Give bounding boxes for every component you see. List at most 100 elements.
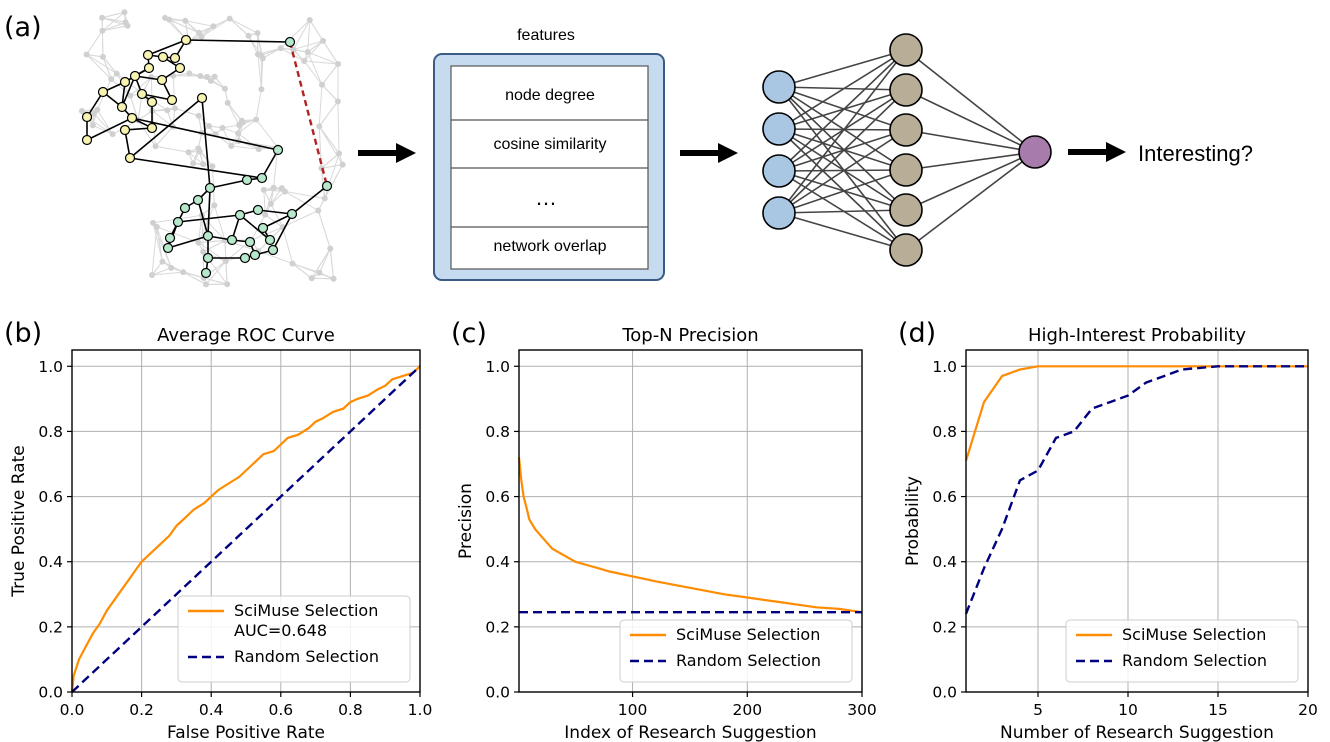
background-node bbox=[221, 85, 228, 92]
concept-node-green bbox=[164, 232, 176, 244]
x-tick-label: 100 bbox=[618, 701, 648, 719]
concept-node-yellow bbox=[156, 74, 168, 86]
concept-node-green bbox=[257, 222, 269, 234]
panel-letter: (c) bbox=[451, 318, 487, 349]
concept-node-green bbox=[202, 252, 214, 264]
background-node bbox=[185, 149, 192, 156]
nn-connection bbox=[905, 89, 1036, 153]
background-edge bbox=[86, 30, 103, 55]
background-edge bbox=[151, 271, 184, 276]
background-node bbox=[262, 211, 269, 218]
background-edge bbox=[188, 151, 204, 165]
y-tick-label: 0.8 bbox=[485, 423, 510, 441]
network-background-graph bbox=[78, 9, 346, 288]
y-tick-label: 0.8 bbox=[932, 423, 957, 441]
concept-node-green bbox=[179, 202, 191, 214]
concept-node-yellow bbox=[142, 49, 154, 61]
background-edge bbox=[322, 40, 339, 65]
network-edge bbox=[291, 185, 328, 215]
background-node bbox=[318, 81, 325, 88]
background-edge bbox=[318, 84, 323, 127]
background-edge bbox=[318, 248, 331, 273]
background-edge bbox=[137, 119, 156, 147]
concept-node-yellow bbox=[180, 34, 192, 46]
background-edge bbox=[263, 189, 285, 193]
background-edge bbox=[102, 21, 126, 32]
series-scimuse bbox=[517, 457, 863, 614]
chart-title: Average ROC Curve bbox=[157, 325, 335, 346]
background-edge bbox=[303, 60, 323, 86]
nn-connection bbox=[905, 151, 1036, 211]
background-edge bbox=[304, 60, 339, 65]
plot-frame bbox=[965, 349, 1309, 693]
background-edge bbox=[248, 35, 259, 55]
background-node bbox=[108, 76, 115, 83]
y-tick-label: 0.4 bbox=[932, 553, 957, 571]
background-edge bbox=[86, 54, 117, 74]
background-node bbox=[320, 37, 327, 44]
panel-letter: (b) bbox=[4, 318, 42, 349]
background-node bbox=[197, 72, 204, 79]
concept-node-green bbox=[321, 180, 333, 192]
background-edge bbox=[262, 47, 281, 59]
x-tick-label: 0.8 bbox=[338, 701, 363, 719]
concept-node-yellow bbox=[119, 124, 131, 136]
bridge-edge bbox=[201, 97, 211, 189]
background-edge bbox=[96, 109, 114, 135]
background-edge bbox=[222, 127, 232, 147]
arrow-right-icon bbox=[1068, 142, 1126, 162]
background-edge bbox=[183, 271, 204, 279]
concept-node-yellow bbox=[196, 92, 208, 104]
nn-connection bbox=[778, 49, 907, 130]
nn-hidden-node bbox=[889, 233, 923, 267]
background-node bbox=[171, 105, 178, 112]
network-edge bbox=[239, 214, 271, 241]
background-node bbox=[339, 161, 346, 168]
background-edge bbox=[172, 108, 176, 127]
background-edge bbox=[93, 113, 113, 135]
background-node bbox=[316, 123, 323, 130]
network-edge bbox=[262, 213, 293, 229]
y-tick-label: 0.4 bbox=[38, 553, 63, 571]
concept-node-yellow bbox=[126, 112, 138, 124]
background-node bbox=[168, 264, 175, 271]
x-tick-label: 0.4 bbox=[199, 701, 224, 719]
nn-connection bbox=[778, 86, 907, 131]
background-node bbox=[200, 248, 207, 255]
background-edge bbox=[213, 205, 226, 241]
background-node bbox=[315, 207, 322, 214]
background-edge bbox=[92, 124, 113, 135]
background-edge bbox=[225, 261, 228, 285]
features-title: features bbox=[517, 27, 575, 44]
concept-node-green bbox=[226, 234, 238, 246]
nn-connection bbox=[778, 169, 907, 172]
concept-node-yellow bbox=[157, 51, 169, 63]
nn-connection bbox=[778, 89, 907, 214]
nn-input-node bbox=[762, 112, 796, 146]
chart-title: Top-N Precision bbox=[621, 325, 758, 346]
nn-connection bbox=[778, 128, 907, 251]
background-edge bbox=[155, 126, 174, 147]
nn-connection bbox=[778, 129, 907, 214]
background-edge bbox=[284, 191, 319, 211]
nn-connection bbox=[778, 169, 907, 214]
network-edge bbox=[257, 209, 293, 215]
background-node bbox=[211, 73, 218, 80]
x-tick-label: 5 bbox=[1033, 701, 1043, 719]
nn-connection bbox=[778, 128, 907, 171]
background-node bbox=[210, 23, 217, 30]
background-node bbox=[89, 122, 96, 129]
legend-label: Random Selection bbox=[1122, 651, 1267, 670]
background-node bbox=[211, 202, 218, 209]
background-node bbox=[195, 145, 202, 152]
background-node bbox=[203, 281, 210, 288]
network-edge bbox=[261, 149, 279, 179]
background-edge bbox=[151, 267, 172, 276]
y-axis-label: True Positive Rate bbox=[9, 445, 29, 597]
nn-connection bbox=[905, 151, 1036, 171]
background-edge bbox=[307, 51, 323, 85]
nn-connection bbox=[778, 86, 907, 171]
x-tick-label: 0.2 bbox=[129, 701, 154, 719]
background-edge bbox=[237, 119, 257, 134]
